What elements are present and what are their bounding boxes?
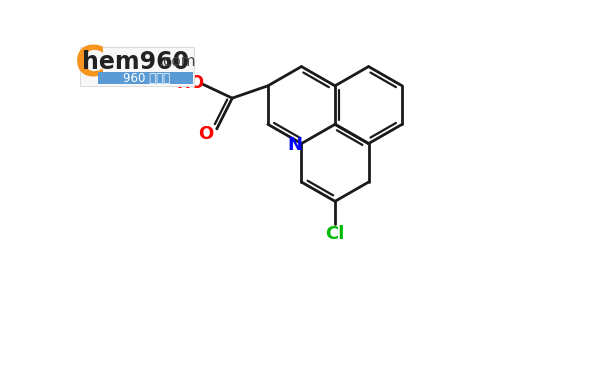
Bar <box>98 72 192 84</box>
Text: C: C <box>75 43 106 85</box>
Text: Cl: Cl <box>325 225 345 243</box>
Bar <box>79 47 194 86</box>
Text: HO: HO <box>176 74 204 92</box>
Text: hem960: hem960 <box>82 50 189 74</box>
Text: O: O <box>198 124 214 142</box>
Text: N: N <box>288 136 302 154</box>
Text: .com: .com <box>159 54 196 69</box>
Text: 960 化工网: 960 化工网 <box>123 72 171 85</box>
